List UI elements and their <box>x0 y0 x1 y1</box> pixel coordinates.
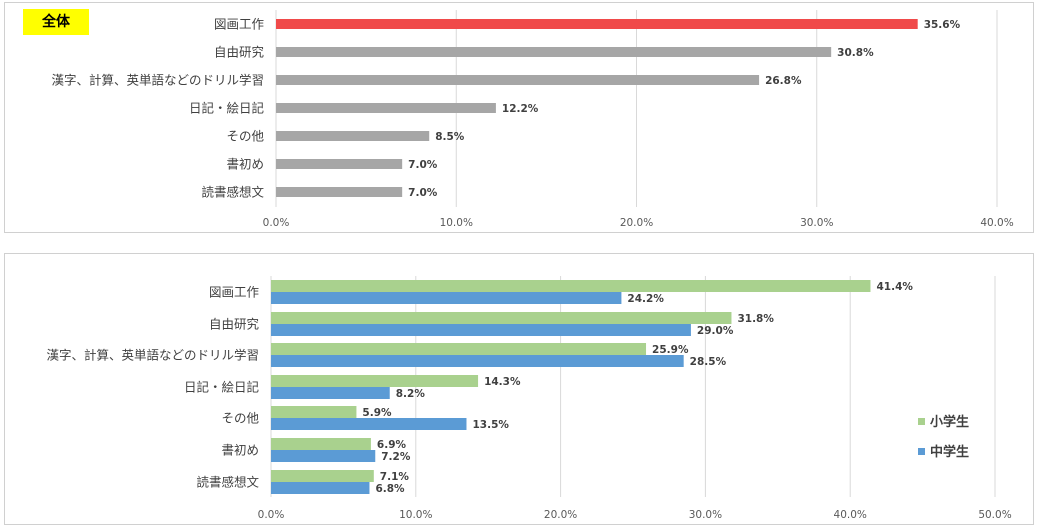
value-label: 41.4% <box>876 281 913 293</box>
value-label: 31.8% <box>737 313 774 325</box>
x-tick-label: 40.0% <box>980 217 1013 229</box>
value-label: 25.9% <box>652 344 689 356</box>
legend-swatch <box>918 418 925 425</box>
bar-elementary <box>271 438 371 450</box>
value-label: 6.8% <box>375 483 405 495</box>
overall-badge: 全体 <box>23 9 89 35</box>
x-tick-label: 0.0% <box>258 509 285 521</box>
bar-elementary <box>271 470 374 482</box>
bar-juniorhigh <box>271 292 622 304</box>
value-label: 26.8% <box>765 75 802 87</box>
category-label: 読書感想文 <box>201 185 264 200</box>
value-label: 8.2% <box>396 388 426 400</box>
x-tick-label: 40.0% <box>834 509 867 521</box>
x-tick-label: 30.0% <box>800 217 833 229</box>
x-tick-label: 20.0% <box>544 509 577 521</box>
category-label: 書初め <box>226 157 264 172</box>
bar <box>276 47 832 57</box>
bar-juniorhigh <box>271 324 691 336</box>
bar <box>276 19 918 29</box>
value-label: 30.8% <box>837 47 874 59</box>
bar-juniorhigh <box>271 355 684 367</box>
category-label: その他 <box>226 129 264 144</box>
value-label: 28.5% <box>690 356 727 368</box>
legend-swatch <box>918 448 925 455</box>
value-label: 7.0% <box>408 159 438 171</box>
value-label: 14.3% <box>484 376 521 388</box>
bar <box>276 75 760 85</box>
bar <box>276 159 403 169</box>
bar-elementary <box>271 280 871 292</box>
category-label: 日記・絵日記 <box>184 380 259 395</box>
x-tick-label: 10.0% <box>440 217 473 229</box>
category-label: 書初め <box>221 443 259 458</box>
bar-juniorhigh <box>271 482 370 494</box>
bar <box>276 131 430 141</box>
value-label: 12.2% <box>502 103 539 115</box>
legend-label: 中学生 <box>930 444 969 460</box>
category-label: 読書感想文 <box>196 475 259 490</box>
x-tick-label: 20.0% <box>620 217 653 229</box>
value-label: 7.1% <box>380 471 410 483</box>
value-label: 24.2% <box>627 293 664 305</box>
bar-elementary <box>271 343 647 355</box>
value-label: 29.0% <box>697 325 734 337</box>
value-label: 6.9% <box>377 439 407 451</box>
category-label: 自由研究 <box>209 317 260 332</box>
value-label: 13.5% <box>472 419 509 431</box>
legend-label: 小学生 <box>930 414 969 430</box>
bar-juniorhigh <box>271 450 376 462</box>
value-label: 35.6% <box>924 19 961 31</box>
value-label: 8.5% <box>435 131 465 143</box>
bar <box>276 187 403 197</box>
value-label: 7.2% <box>381 451 411 463</box>
category-label: 漢字、計算、英単語などのドリル学習 <box>51 73 264 88</box>
x-tick-label: 10.0% <box>399 509 432 521</box>
x-tick-label: 0.0% <box>263 217 290 229</box>
category-label: 日記・絵日記 <box>189 101 264 116</box>
category-label: 図画工作 <box>214 17 265 32</box>
bar <box>276 103 496 113</box>
value-label: 7.0% <box>408 187 438 199</box>
bar-elementary <box>271 375 479 387</box>
category-label: その他 <box>221 411 259 426</box>
category-label: 自由研究 <box>214 45 265 60</box>
bar-elementary <box>271 312 732 324</box>
category-label: 漢字、計算、英単語などのドリル学習 <box>46 348 259 363</box>
bar-juniorhigh <box>271 387 390 399</box>
overall-chart-panel: 全体 <box>4 2 1034 233</box>
x-tick-label: 50.0% <box>978 509 1011 521</box>
x-tick-label: 30.0% <box>689 509 722 521</box>
category-label: 図画工作 <box>209 285 260 300</box>
bar-elementary <box>271 406 357 418</box>
value-label: 5.9% <box>362 407 392 419</box>
bar-juniorhigh <box>271 418 467 430</box>
